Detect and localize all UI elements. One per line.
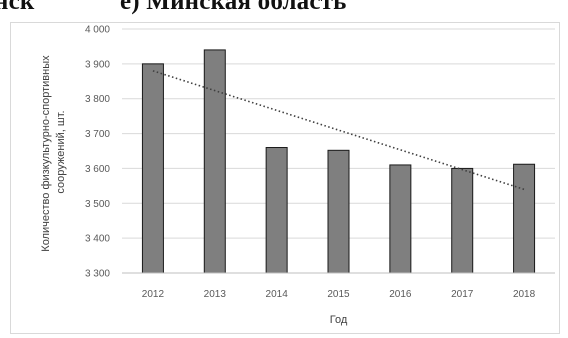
y-tick-label: 3 400 [85,234,110,245]
y-tick-labels: 3 300 3 400 3 500 3 600 3 700 3 800 3 900 4 000 [85,25,110,280]
y-tick-label: 3 600 [85,164,110,175]
x-tick-labels: 2012 2013 2014 2015 2016 2017 2018 [142,289,536,300]
y-axis-title-line-1: Количество физкультурно-спортивных [40,55,52,252]
bar [327,149,350,274]
y-tick-label: 3 300 [85,269,110,280]
x-axis-title: Год [330,314,348,326]
y-tick-label: 3 500 [85,199,110,210]
y-tick-label: 3 900 [85,59,110,70]
x-tick-label: 2017 [451,289,474,300]
bar [265,147,288,274]
bars [141,49,536,274]
y-axis-title: Количество физкультурно-спортивных соору… [40,52,67,251]
x-tick-label: 2015 [327,289,350,300]
x-tick-label: 2018 [513,289,536,300]
y-tick-label: 3 700 [85,129,110,140]
x-tick-label: 2016 [389,289,412,300]
bar [389,164,412,274]
bar [203,49,226,274]
trendline [152,70,525,191]
heading-left-fragment: нск [0,0,35,15]
y-tick-label: 4 000 [85,25,110,36]
y-axis-title-line-2: сооружений, шт. [55,110,67,193]
page-heading: нск е) Минская область [0,0,568,18]
bar [513,163,536,274]
y-tick-label: 3 800 [85,94,110,105]
bar [141,63,164,274]
x-tick-label: 2012 [142,289,165,300]
heading-title: е) Минская область [120,0,347,15]
x-tick-label: 2014 [266,289,289,300]
bar [451,167,474,274]
x-tick-label: 2013 [204,289,227,300]
